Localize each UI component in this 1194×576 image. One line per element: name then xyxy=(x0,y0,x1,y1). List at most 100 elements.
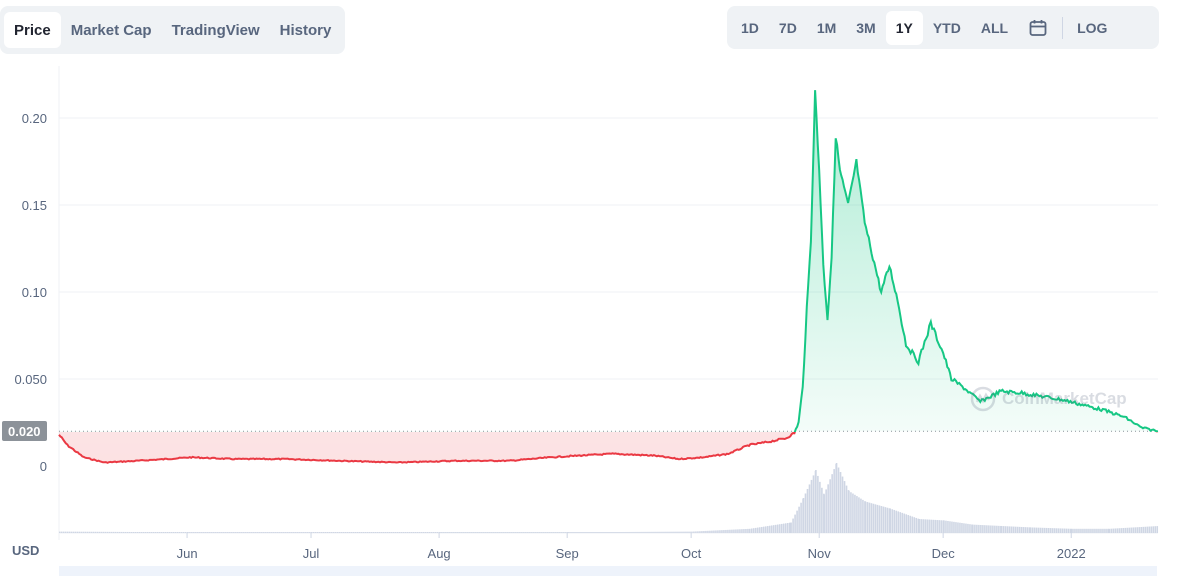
volume-bar xyxy=(1047,528,1050,533)
range-7d-button[interactable]: 7D xyxy=(778,19,797,36)
volume-bar xyxy=(205,532,207,533)
volume-bar xyxy=(1156,526,1159,533)
volume-bar xyxy=(1055,528,1058,533)
volume-bar xyxy=(183,532,185,533)
volume-bar xyxy=(519,532,521,533)
volume-bar xyxy=(856,496,858,533)
volume-bar xyxy=(343,532,345,533)
volume-bar xyxy=(329,532,331,533)
volume-bar xyxy=(75,531,77,533)
volume-bar xyxy=(505,532,507,533)
volume-bar xyxy=(523,532,525,533)
volume-bar xyxy=(798,506,800,533)
volume-bar xyxy=(535,532,537,533)
volume-bar xyxy=(359,532,361,533)
volume-bar xyxy=(701,531,703,533)
volume-bar xyxy=(311,532,313,533)
log-scale-button[interactable]: LOG xyxy=(1077,19,1108,36)
volume-bar xyxy=(467,532,469,533)
volume-bar xyxy=(133,532,135,533)
volume-bar xyxy=(367,532,369,533)
volume-bar xyxy=(1150,526,1153,533)
volume-bar xyxy=(735,529,737,533)
volume-bar xyxy=(361,532,363,533)
volume-bar xyxy=(1003,526,1005,533)
volume-bar xyxy=(411,532,413,533)
volume-bar xyxy=(105,531,107,533)
volume-bar xyxy=(800,502,802,533)
tab-history[interactable]: History xyxy=(279,21,332,39)
range-1m-button[interactable]: 1M xyxy=(816,19,837,36)
volume-bar xyxy=(603,532,605,533)
volume-bar xyxy=(992,525,994,533)
volume-bar xyxy=(331,532,333,533)
volume-bar xyxy=(893,509,896,533)
volume-bar xyxy=(299,532,301,533)
volume-bar xyxy=(81,531,83,533)
volume-bar xyxy=(717,530,719,533)
volume-bar xyxy=(884,507,887,533)
range-navigator[interactable] xyxy=(59,566,1157,576)
x-tick-label: Jul xyxy=(303,546,320,561)
volume-bar xyxy=(517,532,519,533)
volume-bar xyxy=(265,532,267,533)
volume-bar xyxy=(986,525,988,533)
volume-bar xyxy=(1140,526,1143,533)
volume-bar xyxy=(173,532,175,533)
volume-bar xyxy=(860,498,862,533)
volume-bar xyxy=(663,531,665,533)
volume-bar xyxy=(585,532,587,533)
volume-bar xyxy=(957,522,959,533)
range-3m-button[interactable]: 3M xyxy=(856,19,876,36)
volume-bar xyxy=(389,532,391,533)
volume-bar xyxy=(760,526,763,533)
volume-bar xyxy=(932,519,934,533)
tab-tradingview[interactable]: TradingView xyxy=(171,21,260,39)
range-1y-button[interactable]: 1Y xyxy=(885,10,923,45)
volume-bar xyxy=(293,532,295,533)
volume-bar xyxy=(651,531,653,533)
volume-bar xyxy=(1043,527,1046,533)
price-chart[interactable]: 0 0.050 0.10 0.15 0.20 Jun Jul Aug Sep Oct Nov Dec… xyxy=(0,60,1194,576)
time-range-selector: 1D 7D 1M 3M 1Y YTD ALL LOG xyxy=(727,6,1159,49)
volume-bar xyxy=(315,532,317,533)
volume-bar xyxy=(547,532,549,533)
volume-bar xyxy=(155,532,157,533)
calendar-button[interactable] xyxy=(1018,11,1058,45)
volume-bar xyxy=(337,532,339,533)
volume-bar xyxy=(756,527,759,533)
volume-bar xyxy=(772,525,775,533)
volume-bar xyxy=(159,532,161,533)
volume-bar xyxy=(868,502,871,533)
x-tick-label: 2022 xyxy=(1057,546,1086,561)
x-tick-label: Sep xyxy=(556,546,579,561)
volume-bar xyxy=(978,524,980,533)
volume-bar xyxy=(309,532,311,533)
volume-bar xyxy=(713,530,715,533)
tab-price[interactable]: Price xyxy=(4,12,61,48)
volume-bar xyxy=(233,532,235,533)
range-ytd-button[interactable]: YTD xyxy=(932,19,961,36)
volume-bar xyxy=(347,532,349,533)
range-1d-button[interactable]: 1D xyxy=(741,19,759,36)
volume-bar xyxy=(1031,527,1034,533)
tab-market-cap[interactable]: Market Cap xyxy=(70,21,152,39)
volume-bar xyxy=(723,530,725,533)
volume-bar xyxy=(559,532,561,533)
volume-bar xyxy=(175,532,177,533)
volume-bar xyxy=(1029,527,1032,533)
volume-bar xyxy=(866,502,869,533)
volume-bar xyxy=(891,509,894,533)
volume-bar xyxy=(223,532,225,533)
price-area-up xyxy=(59,90,1158,432)
price-area-down xyxy=(59,432,795,463)
volume-bar xyxy=(788,522,791,533)
volume-bar xyxy=(1071,528,1073,533)
volume-bar xyxy=(619,532,621,533)
volume-bar xyxy=(758,527,761,533)
range-all-button[interactable]: ALL xyxy=(980,19,1009,36)
volume-bar xyxy=(373,532,375,533)
volume-bar xyxy=(1134,527,1137,533)
volume-bar xyxy=(776,524,779,533)
volume-bar xyxy=(273,532,275,533)
